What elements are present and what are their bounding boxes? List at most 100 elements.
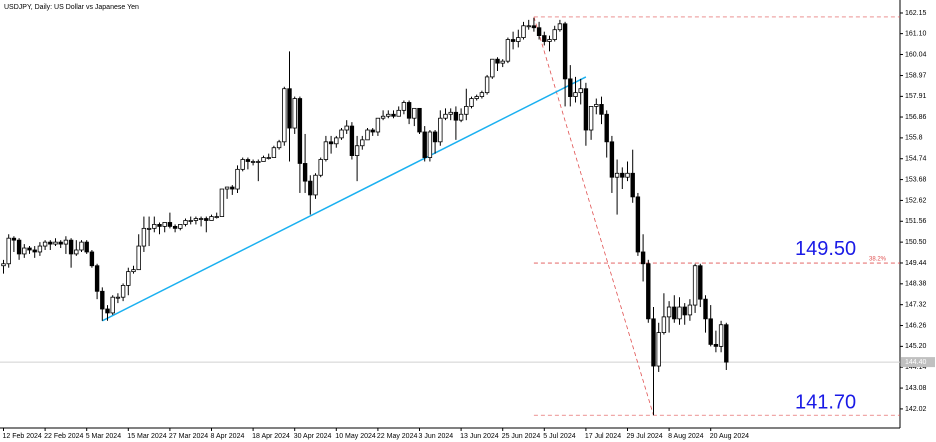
candle-body bbox=[635, 196, 641, 253]
candle-body bbox=[432, 131, 438, 143]
x-tick-label: 13 Jun 2024 bbox=[460, 433, 499, 440]
candle-body bbox=[100, 290, 105, 310]
x-tick-label: 8 Apr 2024 bbox=[211, 433, 245, 440]
candle-body bbox=[562, 23, 568, 80]
x-tick-label: 12 Feb 2024 bbox=[3, 433, 42, 440]
candle-body bbox=[32, 249, 37, 253]
candle-body bbox=[162, 222, 167, 227]
price-annotation: 141.70 bbox=[795, 391, 856, 413]
candle-body bbox=[84, 241, 89, 253]
candle-body bbox=[204, 218, 209, 221]
x-tick-label: 5 Jul 2024 bbox=[543, 433, 575, 440]
y-tick-label: 144.14 bbox=[905, 364, 927, 371]
x-tick-label: 20 Aug 2024 bbox=[710, 433, 749, 440]
candle-body bbox=[94, 265, 100, 292]
candle-body bbox=[48, 241, 53, 245]
y-tick-label: 147.32 bbox=[905, 302, 927, 309]
fib-ratio-label: 38.2% bbox=[869, 257, 887, 263]
candle-body bbox=[339, 129, 344, 139]
x-tick-label: 17 Jul 2024 bbox=[585, 433, 621, 440]
candle-body bbox=[157, 224, 162, 227]
candle-body bbox=[152, 224, 157, 229]
candle-body bbox=[79, 241, 84, 251]
y-tick-label: 150.50 bbox=[905, 239, 927, 246]
candle-body bbox=[516, 37, 521, 42]
candle-body bbox=[292, 98, 297, 129]
candle-body bbox=[68, 239, 74, 255]
candle-body bbox=[16, 239, 22, 255]
y-tick-label: 157.91 bbox=[905, 93, 927, 100]
candle-body bbox=[505, 39, 511, 62]
candle-body bbox=[235, 168, 240, 190]
candle-body bbox=[313, 174, 318, 196]
candle-body bbox=[6, 237, 11, 265]
candle-body bbox=[718, 324, 724, 347]
candle-body bbox=[42, 241, 48, 247]
candle-body bbox=[63, 239, 69, 245]
candle-body bbox=[417, 107, 422, 133]
candle-body bbox=[510, 39, 516, 42]
candle-body bbox=[677, 306, 682, 320]
x-tick-label: 8 Aug 2024 bbox=[668, 433, 704, 440]
candle-body bbox=[396, 109, 401, 117]
candle-body bbox=[490, 58, 495, 78]
candle-body bbox=[703, 298, 708, 320]
candle-body bbox=[422, 131, 427, 158]
candle-body bbox=[604, 113, 609, 143]
candle-body bbox=[692, 265, 698, 306]
candle-body bbox=[131, 269, 136, 273]
y-tick-label: 148.38 bbox=[905, 281, 927, 288]
candle-body bbox=[552, 29, 557, 40]
x-tick-label: 10 May 2024 bbox=[335, 433, 376, 440]
candle-body bbox=[11, 237, 17, 241]
x-tick-label: 27 Mar 2024 bbox=[169, 433, 208, 440]
candle-body bbox=[474, 96, 479, 99]
x-tick-label: 29 Jul 2024 bbox=[627, 433, 663, 440]
candle-body bbox=[256, 161, 261, 163]
y-tick-label: 152.62 bbox=[905, 197, 927, 204]
candle-body bbox=[115, 296, 121, 299]
candle-body bbox=[547, 39, 552, 42]
candle-body bbox=[297, 98, 303, 164]
x-tick-label: 15 Mar 2024 bbox=[127, 433, 166, 440]
candle-body bbox=[536, 27, 542, 37]
candle-body bbox=[557, 23, 563, 31]
candle-body bbox=[578, 88, 583, 94]
candle-body bbox=[287, 88, 292, 129]
candle-body bbox=[666, 306, 672, 318]
candle-body bbox=[53, 241, 58, 245]
candle-body bbox=[354, 145, 360, 156]
candle-body bbox=[266, 157, 271, 159]
candle-body bbox=[521, 25, 526, 38]
candle-body bbox=[22, 247, 27, 255]
candle-body bbox=[661, 316, 667, 334]
trendline bbox=[101, 76, 587, 322]
candle-body bbox=[276, 141, 282, 149]
candle-body bbox=[583, 88, 589, 131]
candle-body bbox=[713, 344, 719, 347]
candle-body bbox=[302, 163, 308, 182]
candle-body bbox=[438, 117, 443, 143]
candle-body bbox=[531, 25, 537, 29]
candle-body bbox=[646, 263, 651, 320]
x-tick-label: 18 Apr 2024 bbox=[252, 433, 290, 440]
candle-body bbox=[542, 35, 547, 42]
candle-body bbox=[141, 227, 147, 247]
x-tick-label: 22 Feb 2024 bbox=[44, 433, 83, 440]
candle-body bbox=[401, 102, 407, 111]
candle-body bbox=[568, 78, 573, 97]
candle-body bbox=[360, 139, 365, 147]
candle-body bbox=[724, 324, 729, 363]
candle-body bbox=[495, 58, 500, 64]
candle-body bbox=[214, 216, 219, 218]
candle-body bbox=[672, 306, 677, 320]
candle-body bbox=[573, 92, 578, 97]
candle-body bbox=[640, 251, 646, 265]
candle-body bbox=[136, 245, 141, 271]
candle-body bbox=[282, 88, 287, 143]
y-tick-label: 153.68 bbox=[905, 176, 927, 183]
y-tick-label: 156.86 bbox=[905, 114, 927, 121]
candle-body bbox=[240, 159, 245, 170]
candle-body bbox=[406, 102, 412, 119]
candle-body bbox=[370, 129, 375, 133]
